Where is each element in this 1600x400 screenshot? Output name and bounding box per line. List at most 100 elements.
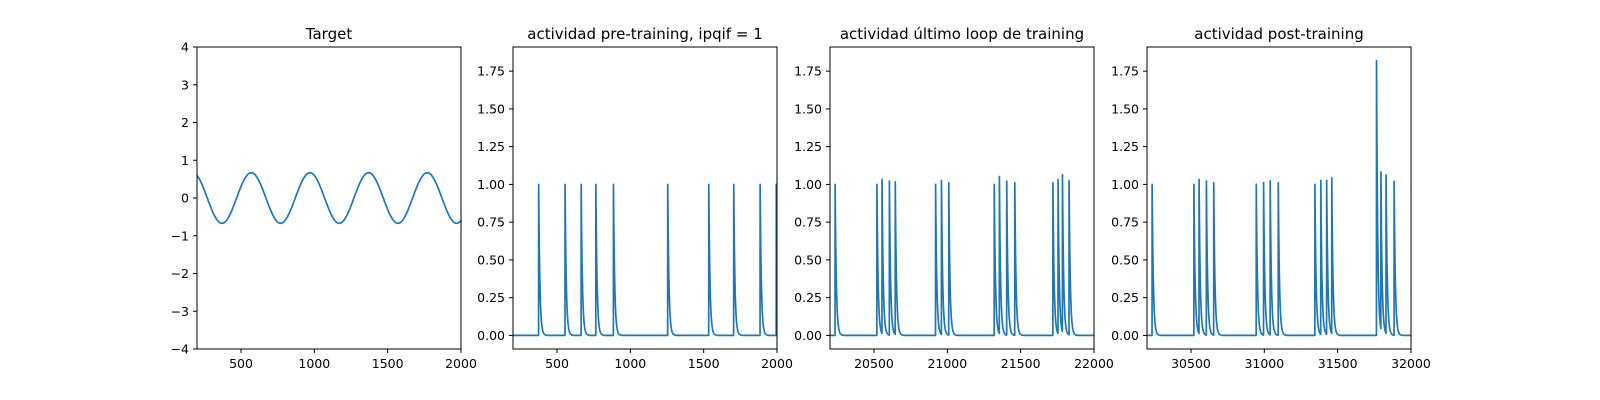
spike-peak-4-9: [1277, 181, 1280, 184]
spike-peak-3-7: [940, 180, 943, 183]
spike-peak-2-9: [759, 183, 762, 186]
x-tick-label: 1500: [688, 356, 720, 371]
spike-peak-3-3: [881, 180, 884, 183]
spike-peak-3-15: [1061, 177, 1064, 180]
y-tick-label: 1.25: [794, 139, 822, 154]
spike-peak-3-13: [1051, 181, 1054, 184]
y-tick-label: −2: [171, 266, 189, 281]
spike-peak-4-8: [1269, 180, 1272, 183]
y-tick-label: 1.00: [794, 177, 822, 192]
y-tick-label: 3: [181, 77, 189, 92]
spike-peak-3-9: [993, 183, 996, 186]
spike-peak-4-7: [1262, 181, 1265, 184]
y-tick-label: 1: [181, 153, 189, 168]
spike-peak-3-16: [1068, 180, 1071, 183]
series-line-3-1: [830, 173, 1094, 337]
y-tick-label: 1.75: [1111, 64, 1139, 79]
spike-peak-3-5: [894, 181, 897, 184]
spike-peak-3-11: [1005, 180, 1008, 183]
y-tick-label: 1.25: [477, 139, 505, 154]
spike-peak-2-1: [537, 183, 540, 186]
spike-peak-3-4: [888, 180, 891, 183]
spike-peak-3-1: [834, 183, 837, 186]
spike-peak-3-2: [875, 183, 878, 186]
y-tick-label: 0.00: [1111, 328, 1139, 343]
axes-frame: [1146, 46, 1412, 350]
spike-peak-2-8: [732, 183, 735, 186]
x-tick-label: 2000: [445, 356, 477, 371]
x-tick-label: 21500: [1001, 356, 1041, 371]
spike-peak-4-12: [1325, 180, 1328, 183]
y-tick-label: 1.00: [1111, 177, 1139, 192]
y-tick-label: 0.50: [794, 252, 822, 267]
spike-peak-4-15: [1379, 177, 1382, 180]
x-tick-label: 30500: [1171, 356, 1211, 371]
spike-peak-4-6: [1255, 183, 1258, 186]
y-tick-label: 0.75: [1111, 215, 1139, 230]
y-tick-label: 0.25: [794, 290, 822, 305]
spike-peak-4-14: [1375, 59, 1378, 62]
spike-peak-4-10: [1313, 183, 1316, 186]
y-tick-label: 0.75: [794, 215, 822, 230]
spike-peak-2-7: [707, 183, 710, 186]
chart-title: actividad post-training: [1194, 25, 1363, 43]
x-tick-label: 31500: [1318, 356, 1358, 371]
spike-peak-3-6: [934, 183, 937, 186]
spike-peak-4-5: [1212, 181, 1215, 184]
x-tick-label: 1500: [372, 356, 404, 371]
y-tick-label: 0.50: [477, 252, 505, 267]
spike-peak-4-3: [1198, 180, 1201, 183]
spike-peak-2-6: [666, 183, 669, 186]
x-tick-label: 2000: [761, 356, 793, 371]
x-tick-label: 500: [545, 356, 569, 371]
axes-frame: [829, 46, 1095, 350]
spike-peak-4-11: [1319, 180, 1322, 183]
chart-title: actividad último loop de training: [840, 25, 1084, 43]
y-tick-label: 2: [181, 115, 189, 130]
spike-peak-3-10: [998, 177, 1001, 180]
y-tick-label: 0.00: [794, 328, 822, 343]
spike-peak-4-17: [1393, 180, 1396, 183]
chart-panel-3: 20500 21000 21500 22000 0.00 0.25 0.50 0.75 1.00…: [794, 25, 1114, 371]
series-line-2-1: [513, 183, 777, 337]
y-tick-label: 0: [181, 191, 189, 206]
x-tick-label: 1000: [614, 356, 646, 371]
chart-title: actividad pre-training, ipqif = 1: [527, 25, 763, 43]
y-tick-label: 1.50: [794, 101, 822, 116]
x-tick-label: 20500: [854, 356, 894, 371]
x-tick-label: 1000: [298, 356, 330, 371]
y-tick-label: 1.25: [1111, 139, 1139, 154]
chart-title: Target: [305, 25, 353, 43]
x-tick-label: 31000: [1244, 356, 1284, 371]
chart-panel-1: 500 1000 1500 2000 −4 −3 −2 −1 0 1 2 3 4 Target: [171, 25, 477, 371]
y-tick-label: −1: [171, 228, 189, 243]
series-line-4-1: [1147, 59, 1411, 337]
y-tick-label: −4: [171, 342, 189, 357]
y-tick-label: 0.00: [477, 328, 505, 343]
spike-peak-2-3: [580, 183, 583, 186]
spike-peak-4-16: [1385, 175, 1388, 178]
y-tick-label: −3: [171, 304, 189, 319]
spike-peak-4-4: [1205, 180, 1208, 183]
y-tick-label: 1.00: [477, 177, 505, 192]
spike-peak-4-2: [1192, 183, 1195, 186]
y-tick-label: 0.25: [477, 290, 505, 305]
spike-peak-3-12: [1013, 181, 1016, 184]
x-tick-label: 500: [229, 356, 253, 371]
y-tick-label: 1.50: [1111, 101, 1139, 116]
spike-peak-2-4: [594, 183, 597, 186]
y-tick-label: 4: [181, 40, 189, 55]
spike-peak-4-13: [1330, 178, 1333, 181]
y-tick-label: 1.50: [477, 101, 505, 116]
series-line-1-1: [197, 171, 461, 225]
spike-peak-3-14: [1057, 180, 1060, 183]
y-tick-label: 1.75: [794, 64, 822, 79]
spike-peak-2-5: [612, 183, 615, 186]
spike-peak-2-2: [564, 183, 567, 186]
y-tick-label: 1.75: [477, 64, 505, 79]
y-tick-label: 0.50: [1111, 252, 1139, 267]
x-tick-label: 21000: [927, 356, 967, 371]
axes-frame: [512, 46, 778, 350]
spike-peak-4-1: [1151, 183, 1154, 186]
